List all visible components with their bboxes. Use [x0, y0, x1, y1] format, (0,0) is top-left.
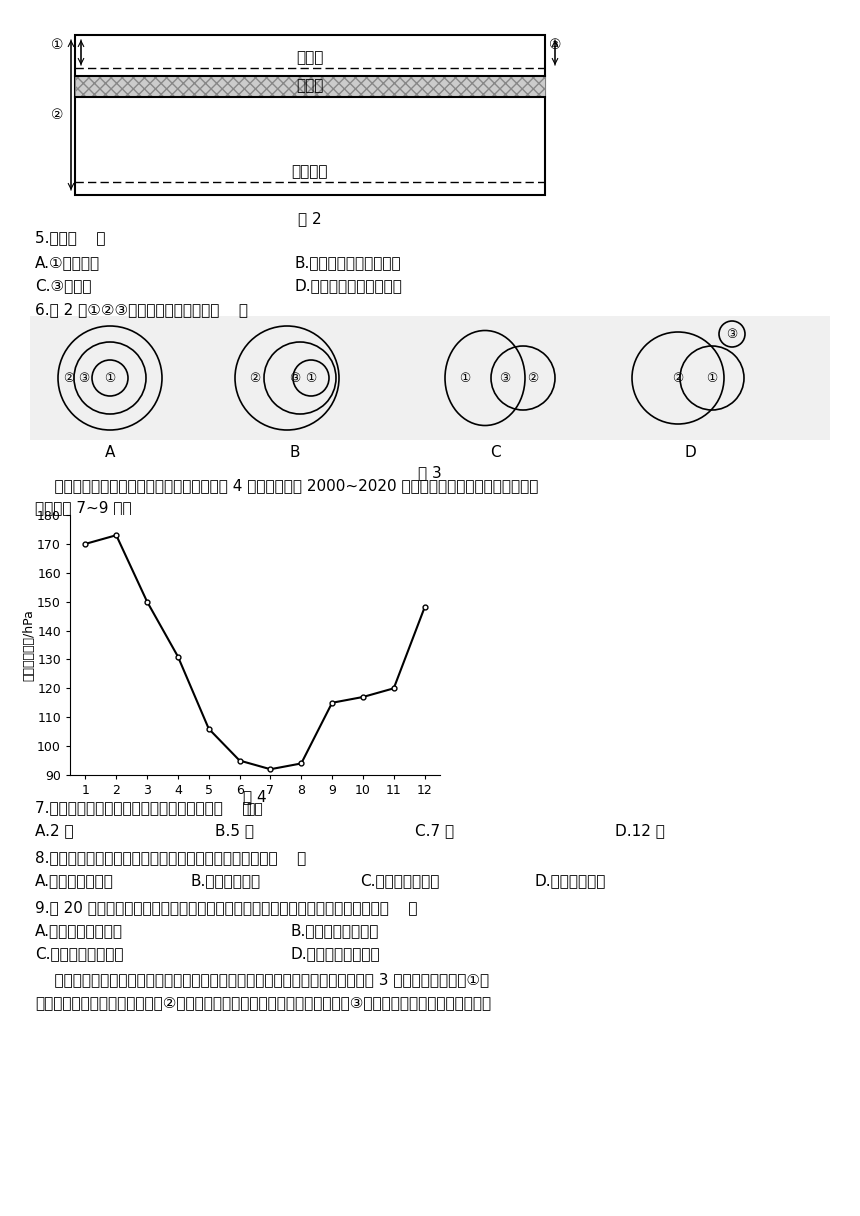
- Text: 9.近 20 年来，青藏高原对流层顶高度呈上升趋势。产生这一变化的原因最可能是（    ）: 9.近 20 年来，青藏高原对流层顶高度呈上升趋势。产生这一变化的原因最可能是（…: [35, 900, 417, 914]
- Text: ③: ③: [289, 372, 301, 384]
- Text: D.人工降雨频率增大: D.人工降雨频率增大: [290, 946, 379, 961]
- Text: ③: ③: [727, 327, 738, 340]
- Text: 据此完成 7~9 题。: 据此完成 7~9 题。: [35, 500, 132, 516]
- Text: ②: ②: [673, 372, 684, 384]
- Text: ①: ①: [706, 372, 717, 384]
- Text: 古登堡面: 古登堡面: [292, 164, 329, 179]
- Text: 5.图中（    ）: 5.图中（ ）: [35, 230, 106, 244]
- Text: B.途经航空班次增多: B.途经航空班次增多: [290, 923, 378, 938]
- Text: C.7 月: C.7 月: [415, 823, 454, 838]
- Text: D.古登堡界面以下为地幔: D.古登堡界面以下为地幔: [295, 278, 402, 293]
- Y-axis label: 对流层顶气压/hPa: 对流层顶气压/hPa: [22, 609, 36, 681]
- Text: ③: ③: [78, 372, 89, 384]
- Text: D: D: [684, 445, 696, 460]
- Text: A.冷空气势力增强: A.冷空气势力增强: [35, 873, 114, 888]
- Text: ①: ①: [305, 372, 316, 384]
- Text: ②: ②: [527, 372, 538, 384]
- Bar: [75, 75, 545, 97]
- Text: 对流层顶高度与对流活动强弱密切相关。图 4 示意青藏高原 2000~2020 年间对流层顶气压的月平均变化。: 对流层顶高度与对流活动强弱密切相关。图 4 示意青藏高原 2000~2020 年…: [35, 478, 538, 492]
- Text: B.软流层以上由岩石组成: B.软流层以上由岩石组成: [295, 255, 402, 270]
- Text: ①: ①: [104, 372, 115, 384]
- Text: C.植被覆盖率提高: C.植被覆盖率提高: [360, 873, 439, 888]
- Text: ②: ②: [249, 372, 261, 384]
- Text: 画植被（生长在陆地环境中），②以芦苇为主的植被（生长在淡水环境中），③以赤碱蓬为主的植被（生长在海: 画植被（生长在陆地环境中），②以芦苇为主的植被（生长在淡水环境中），③以赤碱蓬为…: [35, 995, 491, 1010]
- Text: B.5 月: B.5 月: [215, 823, 254, 838]
- Text: 7.青藏高原地区对流层顶高度最大的月份是（    ）: 7.青藏高原地区对流层顶高度最大的月份是（ ）: [35, 800, 251, 815]
- Text: ①: ①: [51, 38, 63, 52]
- Text: ①: ①: [459, 372, 470, 384]
- Text: C: C: [489, 445, 501, 460]
- Bar: [30, 316, 830, 440]
- Text: D.大气降水增多: D.大气降水增多: [535, 873, 606, 888]
- Text: ③: ③: [549, 38, 562, 52]
- Text: A.化石燃料使用增多: A.化石燃料使用增多: [35, 923, 123, 938]
- Text: B: B: [290, 445, 300, 460]
- Text: ②: ②: [63, 372, 74, 384]
- Text: C.③为地壳: C.③为地壳: [35, 278, 91, 293]
- Text: 图 2: 图 2: [298, 212, 322, 226]
- Bar: [75, 35, 545, 195]
- Text: ③: ③: [500, 372, 511, 384]
- Text: D.12 月: D.12 月: [615, 823, 665, 838]
- Text: ②: ②: [51, 108, 63, 122]
- Text: 河流入海时，携带的泥沙会在入海口淤积，形成三角洲。在这个过程中，会出现 3 种植被类型，即：①草: 河流入海时，携带的泥沙会在入海口淤积，形成三角洲。在这个过程中，会出现 3 种植…: [35, 972, 489, 987]
- X-axis label: 月份: 月份: [247, 803, 263, 817]
- Text: 莫霍面: 莫霍面: [297, 50, 323, 64]
- Text: B.太阳辐射增强: B.太阳辐射增强: [190, 873, 260, 888]
- Text: C.地表植被密度增大: C.地表植被密度增大: [35, 946, 124, 961]
- Text: 图 3: 图 3: [418, 465, 442, 480]
- Text: A.①为岩石圈: A.①为岩石圈: [35, 255, 100, 270]
- Text: 8.导致青藏高原地区春季对流层顶高度变化的主要原因是（    ）: 8.导致青藏高原地区春季对流层顶高度变化的主要原因是（ ）: [35, 850, 306, 865]
- Text: A.2 月: A.2 月: [35, 823, 74, 838]
- Text: A: A: [105, 445, 115, 460]
- Text: 软流层: 软流层: [297, 79, 323, 94]
- Text: 图 4: 图 4: [243, 789, 267, 804]
- Text: 6.图 2 中①②③的所属关系可表示为（    ）: 6.图 2 中①②③的所属关系可表示为（ ）: [35, 302, 248, 317]
